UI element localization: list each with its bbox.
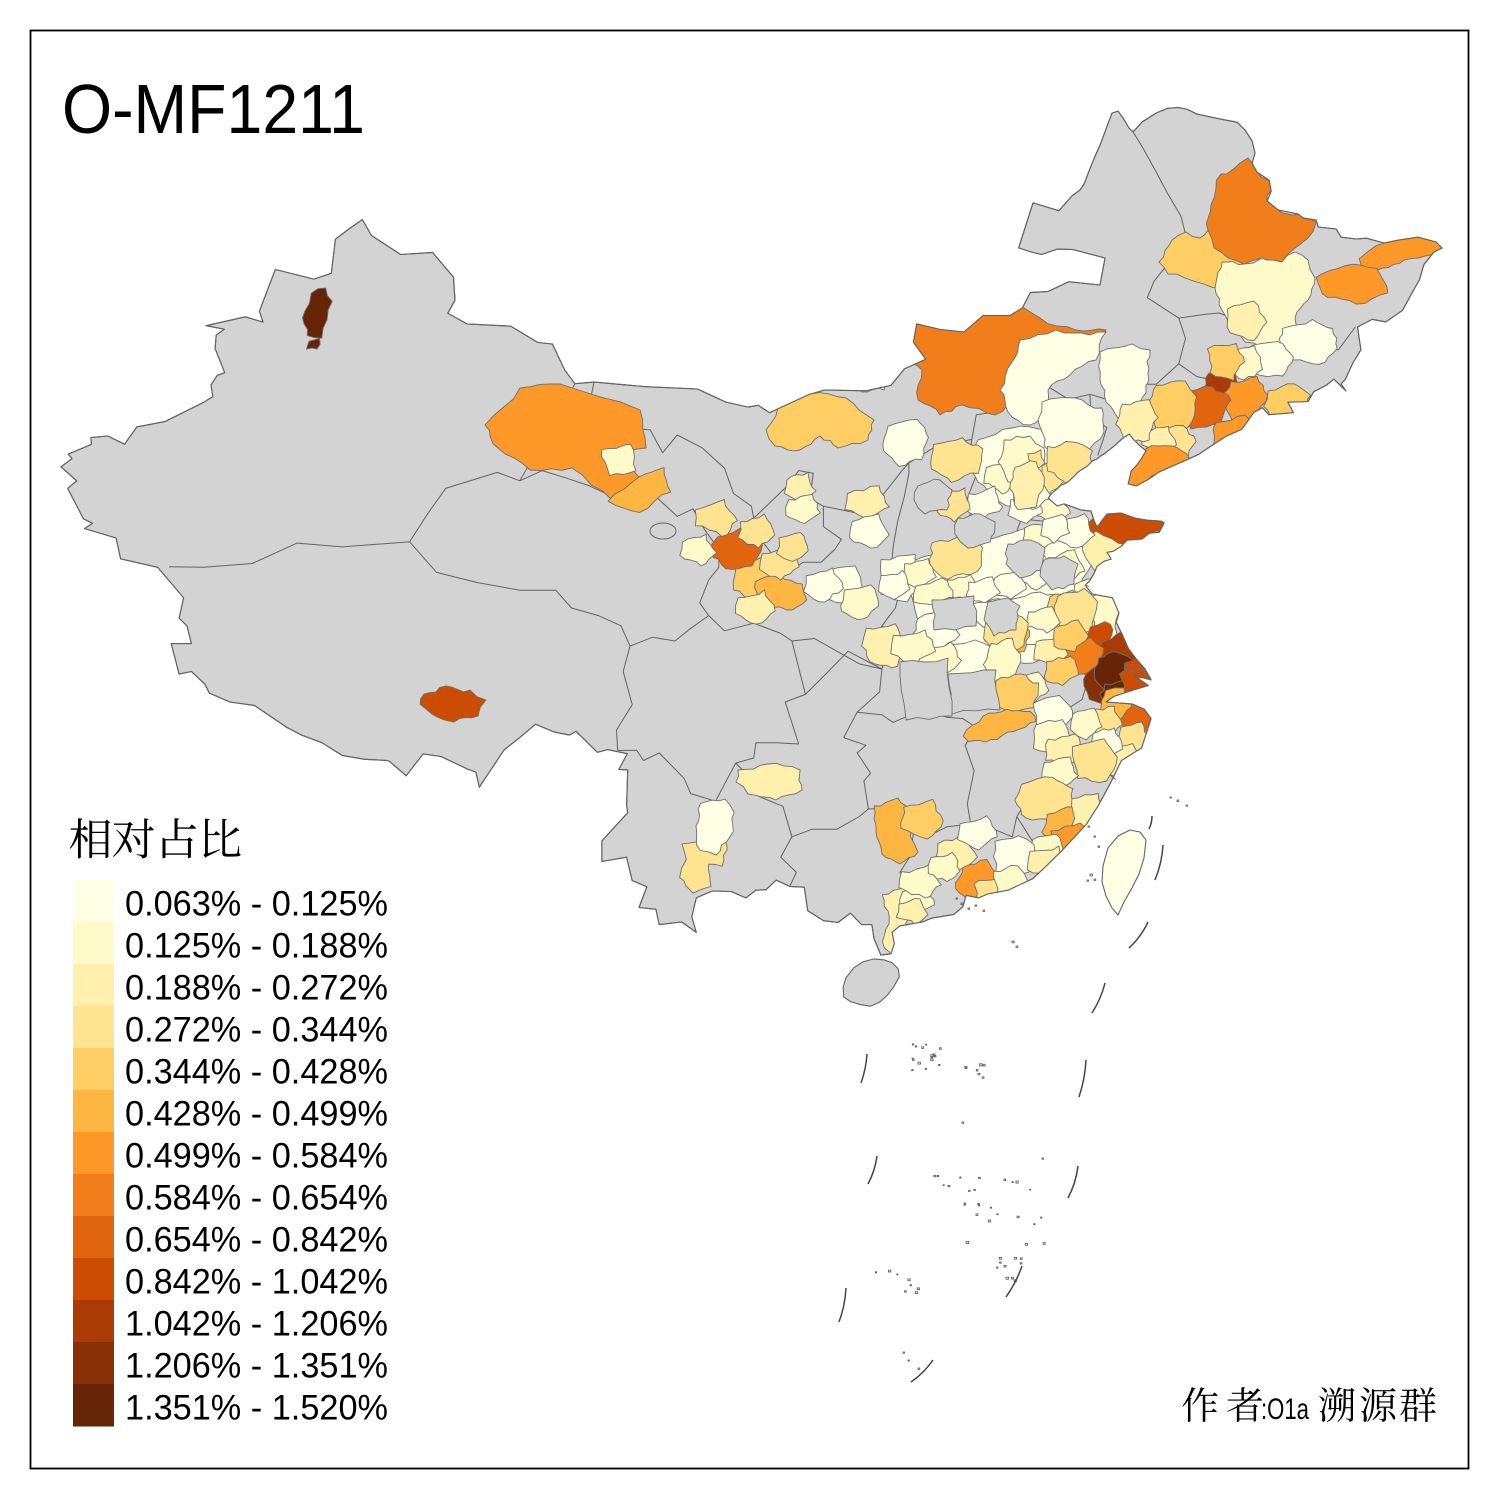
svg-text:0.344% - 0.428%: 0.344% - 0.428% — [125, 1053, 388, 1092]
svg-text:0.584% - 0.654%: 0.584% - 0.654% — [125, 1179, 388, 1218]
svg-text:0.125% - 0.188%: 0.125% - 0.188% — [125, 927, 388, 966]
svg-text:1.042% - 1.206%: 1.042% - 1.206% — [125, 1305, 388, 1344]
svg-text::O1a: :O1a — [1261, 1393, 1309, 1426]
svg-text:0.654% - 0.842%: 0.654% - 0.842% — [125, 1221, 388, 1260]
svg-text:1.351% - 1.520%: 1.351% - 1.520% — [125, 1389, 388, 1428]
svg-text:0.188% - 0.272%: 0.188% - 0.272% — [125, 969, 388, 1008]
svg-text:0.842% - 1.042%: 0.842% - 1.042% — [125, 1263, 388, 1302]
svg-text:O-MF1211: O-MF1211 — [62, 70, 365, 148]
svg-text:0.063% - 0.125%: 0.063% - 0.125% — [125, 885, 388, 924]
svg-text:0.428% - 0.499%: 0.428% - 0.499% — [125, 1095, 388, 1134]
svg-text:0.499% - 0.584%: 0.499% - 0.584% — [125, 1137, 388, 1176]
svg-text:1.206% - 1.351%: 1.206% - 1.351% — [125, 1347, 388, 1386]
svg-text:0.272% - 0.344%: 0.272% - 0.344% — [125, 1011, 388, 1050]
